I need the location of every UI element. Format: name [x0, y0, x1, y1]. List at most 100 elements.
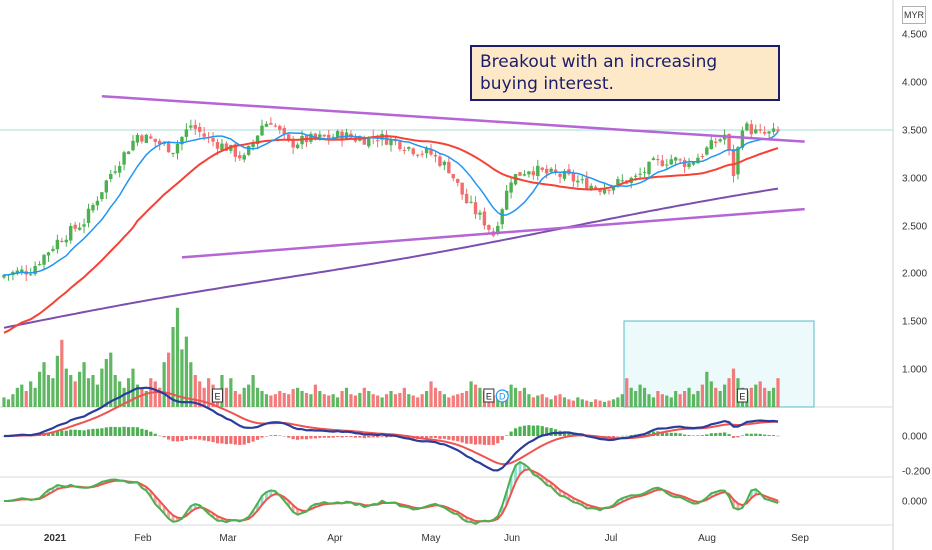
event-marker[interactable]: E: [212, 388, 224, 403]
price-tick-label: 1.000: [902, 365, 927, 376]
macd-histogram-bar: [327, 436, 331, 438]
candle: [585, 171, 589, 191]
candle: [518, 172, 522, 176]
oscillator-bar: [505, 491, 509, 505]
macd-histogram-bar: [331, 436, 335, 438]
event-marker[interactable]: E: [736, 388, 748, 403]
macd-histogram-bar: [126, 427, 131, 436]
volume-bar: [118, 381, 122, 407]
volume-bar: [682, 391, 687, 407]
macd-histogram-bar: [505, 435, 509, 436]
candle: [246, 145, 251, 156]
macd-histogram-bar: [247, 436, 251, 444]
volume-bar: [242, 387, 246, 407]
macd-histogram-bar: [536, 425, 540, 436]
candle: [718, 138, 722, 143]
candle: [28, 267, 33, 276]
candle: [86, 203, 91, 228]
candle: [714, 137, 718, 148]
volume-bar: [175, 307, 180, 407]
candle: [776, 126, 780, 133]
volume-bar: [771, 387, 776, 407]
volume-bar: [411, 395, 415, 407]
macd-histogram-bar: [478, 436, 482, 445]
volume-bar: [518, 391, 522, 407]
currency-label[interactable]: MYR: [902, 6, 926, 24]
event-marker[interactable]: E: [483, 388, 495, 403]
candle: [260, 119, 264, 137]
volume-bar: [269, 395, 273, 407]
macd-histogram-bar: [371, 436, 375, 438]
trendlines: [101, 94, 805, 259]
candlestick-series: [2, 117, 780, 282]
macd-histogram-bar: [318, 436, 322, 438]
volume-bar: [749, 387, 753, 407]
oscillator-bar: [669, 492, 673, 496]
candle: [754, 124, 758, 135]
macd-histogram-bar: [229, 436, 233, 444]
event-marker-label: E: [486, 392, 492, 402]
volume-bar: [327, 395, 331, 407]
macd-histogram-bar: [709, 433, 713, 436]
oscillator-bar: [149, 490, 153, 497]
candle: [411, 147, 415, 157]
candle: [429, 144, 433, 157]
oscillator-bar: [100, 481, 104, 485]
macd-histogram-bar: [91, 428, 95, 436]
macd-histogram-bar: [611, 436, 616, 438]
oscillator-bar: [296, 508, 299, 515]
macd-histogram-bar: [763, 434, 767, 436]
macd-histogram-bar: [362, 436, 366, 439]
macd-histogram-bar: [665, 432, 669, 436]
candle: [211, 132, 215, 147]
oscillator-bar: [625, 496, 629, 500]
volume-bar: [42, 362, 46, 407]
candle: [264, 121, 269, 127]
macd-histogram-bar: [122, 426, 126, 436]
volume-bar: [571, 400, 575, 407]
candle: [500, 207, 504, 230]
volume-bar: [340, 391, 344, 407]
candle: [447, 156, 451, 174]
candle: [402, 146, 407, 155]
volume-bar: [291, 389, 295, 407]
macd-histogram-bar: [82, 430, 86, 436]
volume-bar: [295, 387, 300, 407]
volume-bar: [331, 394, 335, 407]
macd-histogram-bar: [86, 429, 91, 436]
volume-bar: [469, 381, 473, 407]
candle: [113, 165, 117, 175]
candle: [647, 161, 651, 179]
volume-bar: [607, 400, 611, 407]
candle: [522, 170, 527, 177]
oscillator-bar: [158, 501, 162, 509]
volume-bar: [184, 336, 188, 407]
oscillator-bar: [718, 490, 722, 494]
volume-bar: [656, 391, 660, 407]
volume-bar: [660, 394, 664, 407]
trendline[interactable]: [101, 94, 805, 143]
macd-histogram-bar: [723, 432, 727, 436]
oscillator-bar: [287, 500, 291, 507]
macd-histogram-bar: [313, 436, 317, 439]
event-marker[interactable]: D: [495, 389, 509, 403]
volume-bar: [260, 391, 264, 407]
candle: [135, 133, 140, 146]
volume-bar: [100, 368, 104, 407]
volume-bar: [300, 391, 304, 407]
oscillator-bar: [167, 511, 170, 519]
candle: [193, 119, 197, 136]
volume-bar: [158, 387, 162, 407]
macd-histogram-bar: [460, 436, 464, 443]
macd-histogram-bar: [380, 436, 384, 437]
macd-histogram-bar: [273, 435, 277, 436]
oscillator-bar: [616, 500, 620, 505]
candle: [580, 174, 584, 184]
macd-histogram-bar: [647, 432, 651, 436]
trendline[interactable]: [181, 207, 805, 259]
candle: [104, 179, 109, 200]
volume-bar: [180, 349, 184, 407]
macd-histogram-bar: [171, 436, 175, 442]
oscillator-bar: [211, 513, 215, 518]
